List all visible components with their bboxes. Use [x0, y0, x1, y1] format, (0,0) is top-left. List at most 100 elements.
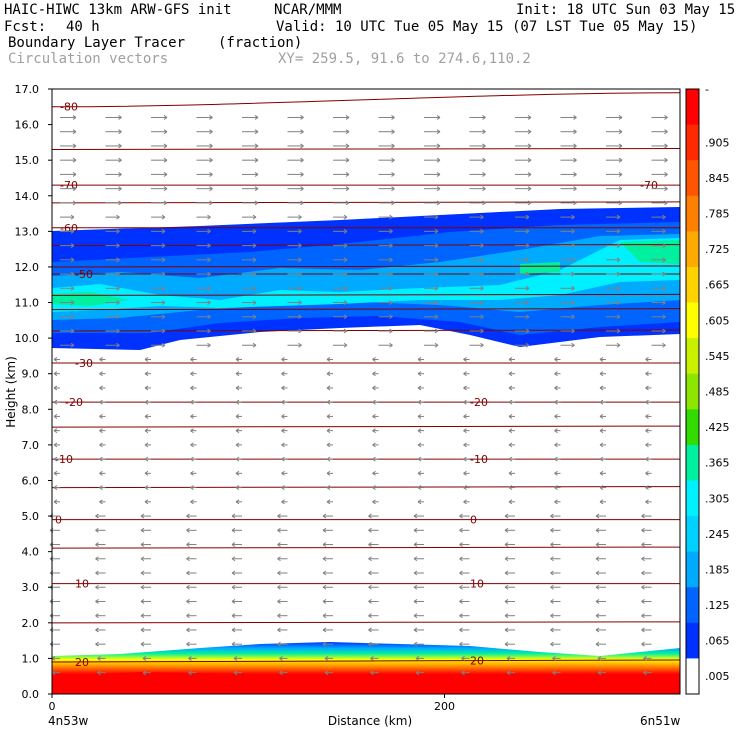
vector-arrow-head: [370, 655, 374, 661]
vector-arrow-head: [480, 300, 484, 305]
y-tick-label: 11.0: [15, 297, 40, 310]
vector-arrow-head: [99, 470, 103, 476]
vector-arrow-head: [190, 485, 194, 491]
vector-arrow-head: [190, 357, 194, 362]
vector-arrow-head: [389, 314, 393, 320]
vector-arrow-head: [281, 385, 285, 391]
vector-arrow-head: [370, 670, 374, 676]
vector-arrow-head: [618, 171, 623, 177]
vector-arrow-head: [463, 485, 467, 491]
vector-arrow-head: [252, 300, 257, 305]
vector-arrow-head: [326, 399, 331, 405]
vector-arrow-head: [300, 129, 304, 135]
contour-label: -10: [470, 453, 488, 466]
vector-arrow-head: [504, 599, 509, 604]
vector-arrow-head: [662, 285, 666, 291]
vector-arrow-head: [144, 499, 149, 505]
vector-arrow-head: [389, 328, 393, 334]
vector-arrow-head: [597, 655, 602, 661]
colorbar-label: .725: [705, 243, 730, 256]
vector-arrow-head: [254, 129, 259, 135]
vector-arrow-head: [573, 129, 577, 135]
vector-arrow-head: [599, 399, 604, 405]
vector-arrow-head: [434, 243, 439, 249]
vector-arrow-head: [525, 228, 530, 234]
org-label: NCAR/MMM: [274, 2, 342, 18]
vector-arrow-head: [140, 513, 145, 519]
x-tick-label: 0: [49, 700, 56, 713]
vector-arrow-head: [463, 470, 467, 476]
vector-arrow-head: [550, 599, 554, 604]
vector-arrow-head: [554, 399, 558, 405]
vector-arrow-head: [235, 456, 240, 462]
vector-arrow-head: [508, 385, 513, 391]
vector-arrow-head: [70, 243, 75, 249]
y-tick-label: 7.0: [22, 439, 40, 452]
vector-arrow-head: [163, 143, 168, 149]
circulation-vectors: [49, 115, 668, 676]
vector-arrow-head: [140, 584, 145, 590]
vector-arrow-head: [459, 527, 463, 533]
y-tick-label: 6.0: [22, 474, 40, 487]
vector-arrow-head: [140, 570, 145, 576]
vector-arrow-head: [190, 470, 194, 476]
vector-arrow-head: [554, 485, 558, 491]
vector-arrow-head: [372, 442, 376, 448]
vector-arrow-head: [504, 570, 509, 576]
vector-arrow-head: [95, 570, 99, 576]
colorbar-label: .125: [705, 599, 730, 612]
vector-arrow-head: [279, 670, 283, 676]
vector-arrow-head: [664, 171, 668, 177]
vector-arrow-head: [571, 214, 575, 220]
vector-arrow-head: [645, 499, 649, 505]
colorbar-label: .305: [705, 492, 730, 505]
vector-arrow-head: [550, 542, 554, 547]
vector-arrow-head: [508, 456, 513, 462]
vector-arrow-head: [436, 143, 441, 149]
vector-arrow-head: [235, 385, 240, 391]
contour-label: -10: [55, 453, 73, 466]
vector-arrow-head: [599, 499, 604, 505]
vector-arrow-head: [207, 228, 211, 234]
vector-arrow-head: [391, 115, 395, 120]
vector-arrow-head: [254, 200, 259, 206]
vector-arrow-head: [595, 542, 600, 547]
vector-arrow-head: [573, 171, 577, 177]
vector-arrow-head: [209, 157, 213, 163]
vector-arrow-head: [95, 556, 99, 562]
vector-arrow-head: [368, 599, 372, 604]
vector-arrow-head: [461, 655, 465, 661]
vector-arrow-head: [550, 556, 554, 562]
y-axis-title: Height (km): [4, 356, 18, 427]
vector-arrow-head: [463, 456, 467, 462]
colorbar-label: .005: [705, 670, 730, 683]
vector-arrow-head: [281, 442, 285, 448]
vector-arrow-head: [599, 456, 604, 462]
vector-arrow-head: [233, 670, 238, 676]
vector-arrow-head: [550, 627, 554, 633]
forecast-label: Fcst:: [4, 19, 47, 35]
vector-arrow-head: [95, 527, 99, 533]
vector-arrow-head: [616, 257, 621, 263]
vector-arrow-head: [550, 641, 554, 647]
vector-arrow-head: [235, 371, 240, 377]
vector-arrow-head: [389, 257, 393, 263]
field-units: (fraction): [218, 35, 303, 51]
vector-arrow-head: [298, 328, 302, 334]
vector-arrow-head: [95, 584, 99, 590]
vector-arrow-head: [504, 613, 509, 619]
vector-arrow-head: [413, 613, 418, 619]
vector-arrow-head: [595, 513, 600, 519]
vector-arrow-head: [326, 456, 331, 462]
vector-arrow-head: [459, 570, 463, 576]
vector-arrow-head: [343, 328, 348, 334]
y-tick-label: 1.0: [22, 652, 40, 665]
vector-arrow-head: [207, 300, 211, 305]
vector-arrow-head: [434, 257, 439, 263]
vector-arrow-head: [161, 328, 166, 334]
vector-arrow-head: [434, 300, 439, 305]
vector-arrow-head: [641, 599, 645, 604]
vector-arrow-head: [459, 556, 463, 562]
contour-label: -20: [65, 396, 83, 409]
vector-arrow-head: [554, 499, 558, 505]
